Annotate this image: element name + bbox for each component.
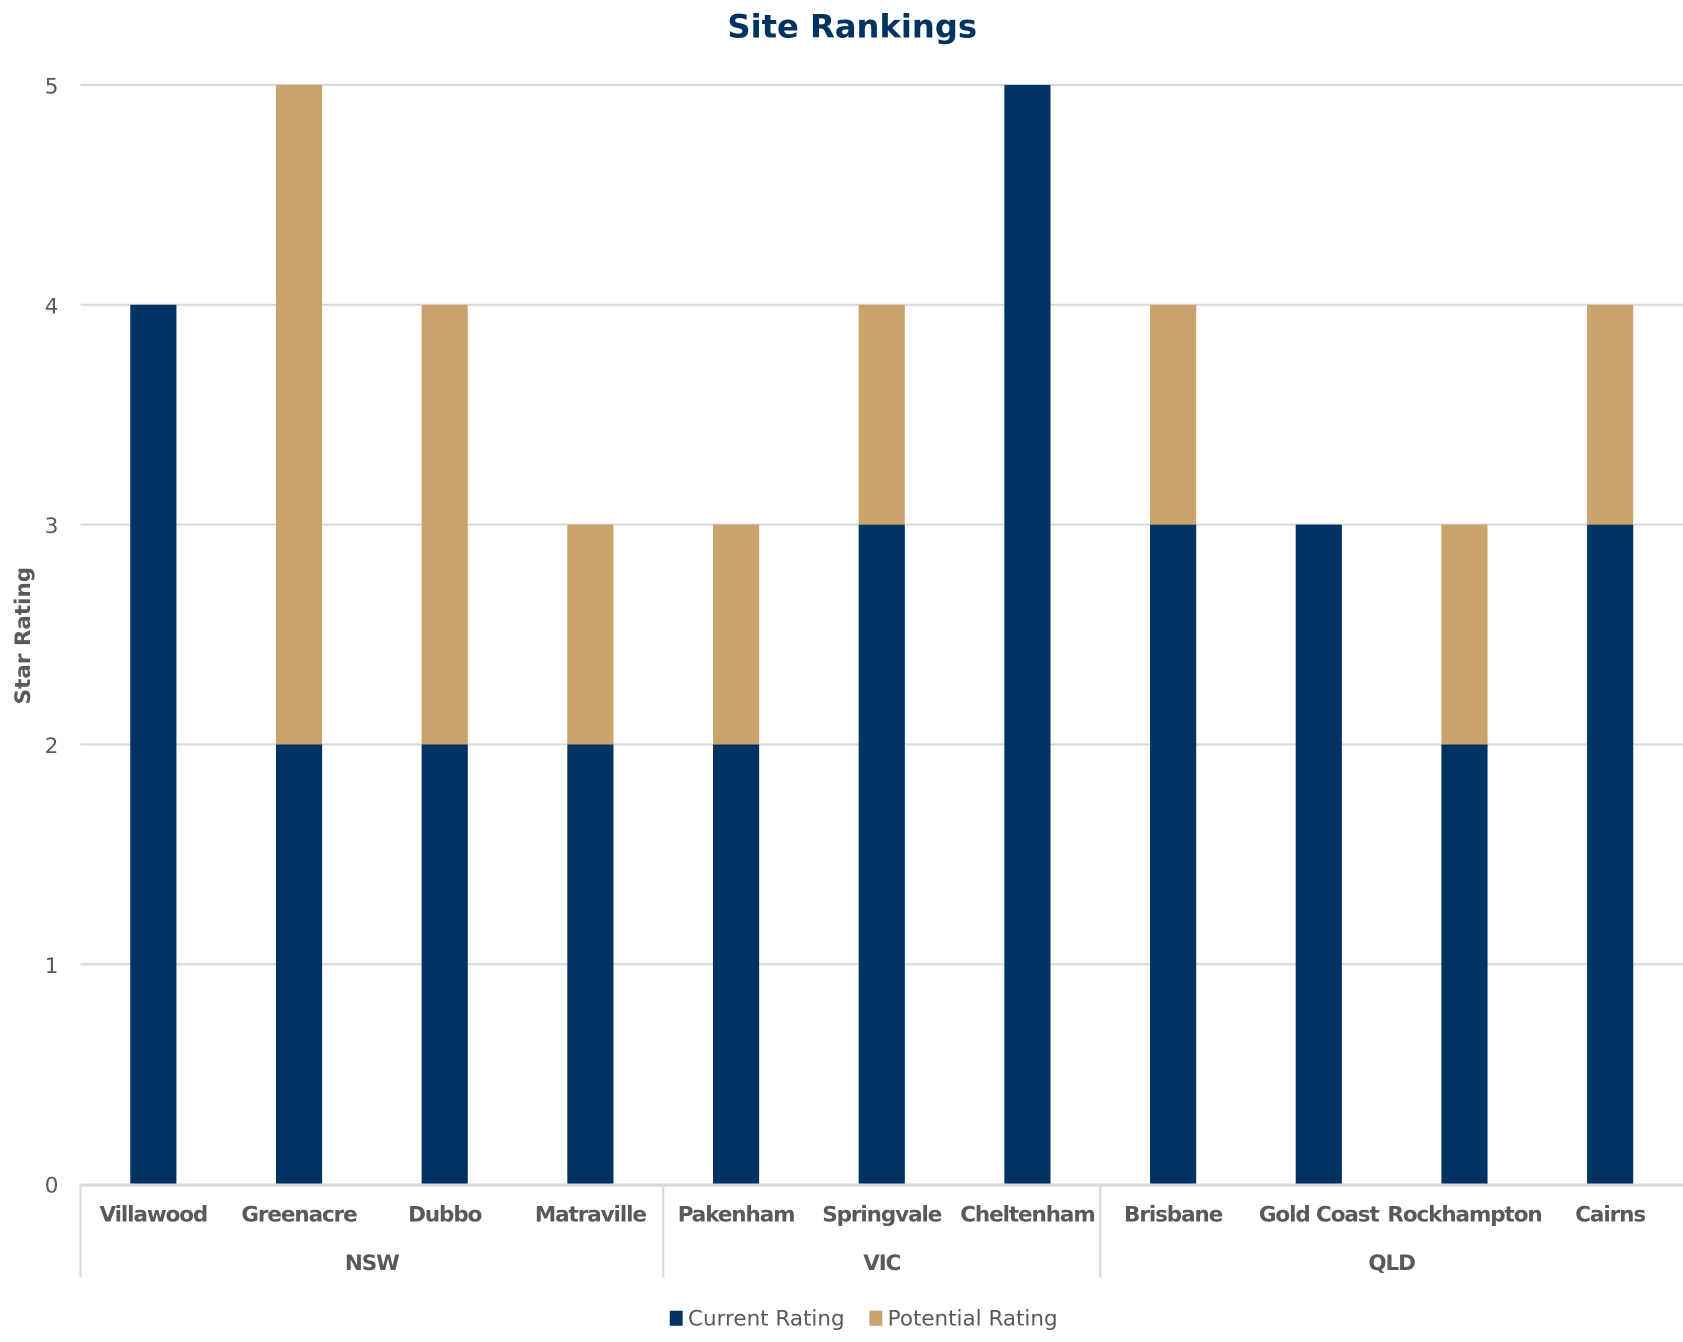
bar-potential — [858, 304, 905, 525]
group-label: QLD — [1368, 1251, 1415, 1276]
legend: Current Rating Potential Rating — [669, 1307, 1058, 1332]
bar-current — [1150, 524, 1197, 1185]
bar-current — [858, 524, 905, 1185]
bar-potential — [421, 304, 468, 745]
bar-potential — [1441, 524, 1488, 745]
legend-swatch — [669, 1310, 683, 1326]
legend-swatch — [869, 1310, 883, 1326]
legend-label: Potential Rating — [888, 1307, 1058, 1332]
category-label: Cairns — [1575, 1203, 1645, 1228]
chart-title: Site Rankings — [727, 8, 977, 46]
group-label: NSW — [345, 1251, 399, 1276]
legend-label: Current Rating — [688, 1307, 845, 1332]
category-label: Springvale — [822, 1203, 942, 1228]
y-tick-label: 5 — [45, 75, 59, 100]
category-label: Greenacre — [241, 1203, 357, 1228]
y-tick-label: 3 — [45, 514, 59, 539]
bar-current — [1441, 744, 1488, 1185]
category-label: Gold Coast — [1259, 1203, 1380, 1228]
bar-potential — [1587, 304, 1634, 525]
category-label: Matraville — [535, 1203, 647, 1228]
category-label: Brisbane — [1124, 1203, 1223, 1228]
y-axis-ticks: 0 1 2 3 4 5 — [45, 75, 59, 1199]
category-label: Cheltenham — [960, 1203, 1094, 1228]
group-label: VIC — [863, 1251, 900, 1276]
bar-current — [567, 744, 614, 1185]
category-label: Rockhampton — [1387, 1203, 1541, 1228]
bar-current — [1587, 524, 1634, 1185]
y-tick-label: 1 — [45, 954, 59, 979]
bars — [130, 84, 1634, 1185]
bar-potential — [275, 84, 323, 745]
bar-current — [1004, 84, 1051, 1185]
bar-current — [421, 744, 468, 1185]
x-axis: Villawood Greenacre Dubbo Matraville Pakenha… — [79, 1183, 1683, 1278]
bar-current — [130, 304, 177, 1185]
bar-current — [712, 744, 760, 1185]
bar-current — [1295, 524, 1342, 1185]
bar-current — [275, 744, 323, 1185]
bar-potential — [567, 524, 614, 745]
category-label: Dubbo — [408, 1203, 482, 1228]
y-axis-label: Star Rating — [11, 567, 36, 704]
bar-potential — [1150, 304, 1197, 525]
category-label: Villawood — [99, 1203, 207, 1228]
y-tick-label: 0 — [45, 1174, 59, 1199]
y-tick-label: 2 — [45, 734, 59, 759]
bar-potential — [712, 524, 760, 745]
y-tick-label: 4 — [45, 294, 59, 319]
category-label: Pakenham — [678, 1203, 795, 1228]
